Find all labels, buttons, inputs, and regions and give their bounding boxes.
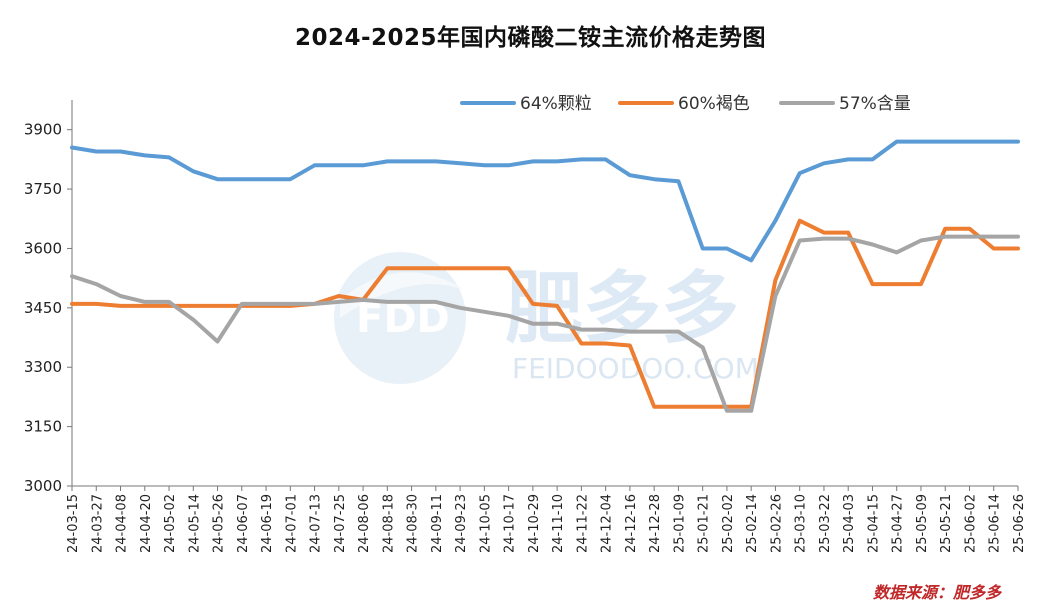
watermark-logo-wave bbox=[340, 272, 465, 318]
watermark: FDD 肥多多 FEIDOODOO.COM bbox=[334, 252, 759, 385]
axes: 3000 3150 3300 3450 3600 3750 3900 24-03-15 24-0… bbox=[24, 100, 1027, 553]
x-tick-label: 25-02-26 bbox=[769, 494, 784, 553]
x-tick-label: 24-08-30 bbox=[406, 494, 421, 553]
x-tick-label: 25-05-09 bbox=[915, 494, 930, 553]
x-tick-label: 24-12-16 bbox=[624, 494, 639, 553]
x-tick-label: 25-04-27 bbox=[891, 494, 906, 553]
x-tick-label: 25-03-22 bbox=[818, 494, 833, 553]
x-tick-label: 24-04-20 bbox=[139, 494, 154, 553]
x-tick-label: 25-05-21 bbox=[939, 494, 954, 553]
y-tick-label: 3900 bbox=[24, 121, 62, 139]
x-tick-label: 24-04-08 bbox=[115, 494, 130, 553]
x-tick-label: 24-10-17 bbox=[503, 494, 518, 553]
y-tick-label: 3150 bbox=[24, 418, 62, 436]
x-tick-label: 25-01-21 bbox=[697, 494, 712, 553]
x-tick-label: 24-06-19 bbox=[260, 494, 275, 553]
y-tick-label: 3600 bbox=[24, 239, 62, 257]
x-tick-label: 24-05-14 bbox=[187, 494, 202, 553]
legend: 64%颗粒 60%褐色 57%含量 bbox=[460, 94, 911, 114]
x-tick-label: 24-03-15 bbox=[66, 494, 81, 553]
x-tick-label: 25-06-26 bbox=[1012, 494, 1027, 553]
x-tick-label: 24-11-22 bbox=[575, 494, 590, 553]
x-tick-label: 24-12-28 bbox=[648, 494, 663, 553]
x-tick-label: 25-06-02 bbox=[963, 494, 978, 553]
x-tick-label: 25-04-15 bbox=[866, 494, 881, 553]
x-tick-label: 24-03-27 bbox=[90, 494, 105, 553]
x-tick-label: 24-10-29 bbox=[527, 494, 542, 553]
x-tick-label: 24-07-13 bbox=[309, 494, 324, 553]
x-tick-label: 24-11-10 bbox=[551, 494, 566, 553]
y-tick-label: 3750 bbox=[24, 180, 62, 198]
x-tick-label: 24-07-01 bbox=[284, 494, 299, 553]
x-tick-label: 24-07-25 bbox=[333, 494, 348, 553]
x-tick-label: 24-10-05 bbox=[478, 494, 493, 553]
x-tick-label: 25-02-02 bbox=[721, 494, 736, 553]
source-note: 数据来源：肥多多 bbox=[872, 583, 1001, 602]
y-tick-label: 3450 bbox=[24, 299, 62, 317]
x-tick-label: 24-12-04 bbox=[600, 494, 615, 553]
x-tick-label: 24-08-18 bbox=[381, 494, 396, 553]
x-tick-label: 24-06-07 bbox=[236, 494, 251, 553]
x-tick-label: 24-05-02 bbox=[163, 494, 178, 553]
watermark-brand-text: 肥多多 bbox=[505, 264, 739, 354]
y-tick-label: 3000 bbox=[24, 477, 62, 495]
x-tick-label: 25-02-14 bbox=[745, 494, 760, 553]
legend-label-1: 64%颗粒 bbox=[520, 94, 592, 114]
legend-label-2: 60%褐色 bbox=[678, 94, 750, 114]
x-tick-label: 24-09-11 bbox=[430, 494, 445, 553]
series-line-2 bbox=[70, 218, 1020, 409]
x-tick-label: 24-09-23 bbox=[454, 494, 469, 553]
series-layer bbox=[70, 139, 1020, 413]
series-line-1 bbox=[70, 139, 1020, 263]
legend-label-3: 57%含量 bbox=[839, 94, 911, 114]
x-tick-label: 24-08-06 bbox=[357, 494, 372, 553]
x-tick-label: 25-06-14 bbox=[988, 494, 1003, 553]
x-tick-label: 25-03-10 bbox=[794, 494, 809, 553]
x-tick-label: 24-05-26 bbox=[212, 494, 227, 553]
series-line-3 bbox=[70, 234, 1020, 413]
x-tick-label: 25-04-03 bbox=[842, 494, 857, 553]
chart-title: 2024-2025年国内磷酸二铵主流价格走势图 bbox=[294, 25, 767, 51]
y-tick-label: 3300 bbox=[24, 358, 62, 376]
x-tick-label: 25-01-09 bbox=[672, 494, 687, 553]
